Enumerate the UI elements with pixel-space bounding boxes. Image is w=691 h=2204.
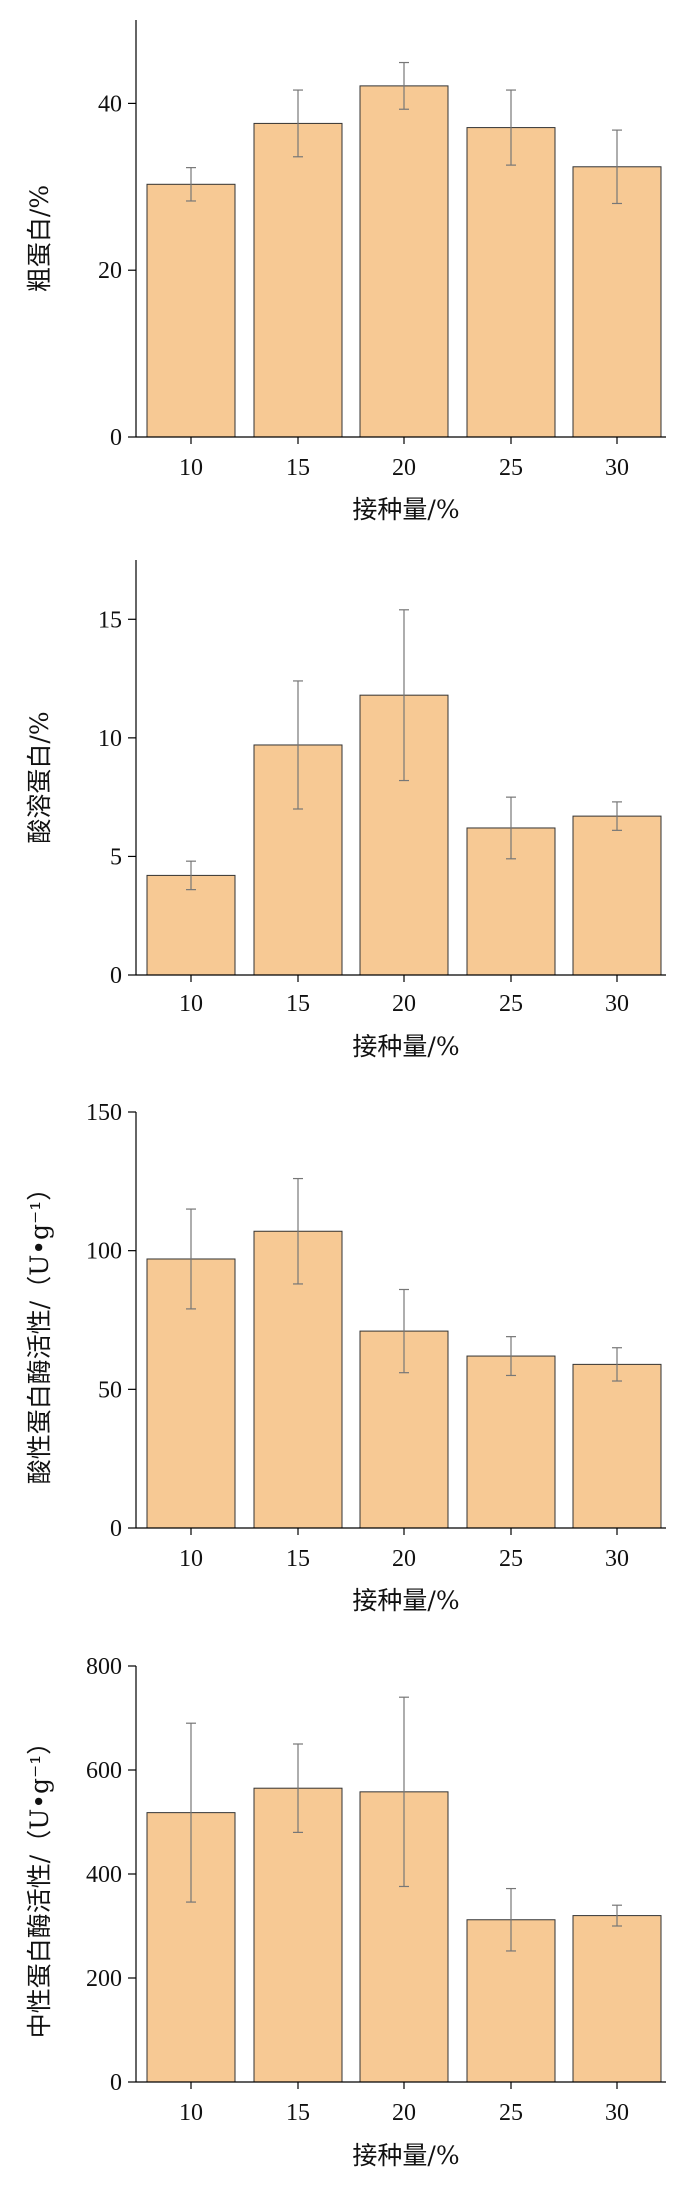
error-bar-20 — [399, 61, 409, 110]
x-tick-label: 15 — [286, 1546, 310, 1572]
y-tick-label: 15 — [98, 607, 122, 633]
error-bar-25 — [506, 1887, 516, 1952]
x-tick-label: 10 — [179, 2100, 203, 2126]
x-tick-label: 10 — [179, 1546, 203, 1572]
x-tick-label: 25 — [499, 455, 523, 481]
y-tick-label: 0 — [110, 963, 122, 989]
bar-15 — [253, 122, 343, 438]
bar-10 — [146, 874, 236, 976]
bar-30 — [572, 1363, 662, 1529]
bar-30 — [572, 166, 662, 438]
x-tick-label: 20 — [392, 455, 416, 481]
y-tick-label: 20 — [98, 258, 122, 284]
y-tick-label: 5 — [110, 844, 122, 870]
x-tick-label: 25 — [499, 991, 523, 1017]
y-tick-label: 0 — [110, 425, 122, 451]
x-axis-title: 接种量/% — [352, 495, 459, 524]
x-tick-label: 10 — [179, 991, 203, 1017]
y-axis-title: 中性蛋白酶活性/（U•g⁻¹） — [25, 1730, 54, 2038]
error-bar-15 — [293, 680, 303, 810]
error-bar-15 — [293, 89, 303, 158]
y-tick-label: 50 — [98, 1377, 122, 1403]
x-tick-label: 30 — [605, 991, 629, 1017]
x-tick-label: 30 — [605, 455, 629, 481]
x-tick-label: 10 — [179, 455, 203, 481]
error-bar-30 — [612, 129, 622, 205]
error-bar-25 — [506, 1336, 516, 1377]
error-bar-15 — [293, 1743, 303, 1834]
error-bar-20 — [399, 1696, 409, 1888]
y-tick-label: 800 — [86, 1654, 122, 1680]
error-bar-25 — [506, 796, 516, 860]
y-tick-label: 10 — [98, 726, 122, 752]
error-bar-10 — [186, 1722, 196, 1903]
error-bar-10 — [186, 1208, 196, 1310]
error-bar-25 — [506, 89, 516, 166]
y-tick-label: 0 — [110, 2070, 122, 2096]
x-tick-label: 25 — [499, 1546, 523, 1572]
y-tick-label: 40 — [98, 91, 122, 117]
x-tick-label: 20 — [392, 2100, 416, 2126]
error-bar-15 — [293, 1177, 303, 1285]
error-bar-10 — [186, 860, 196, 891]
error-bar-30 — [612, 1904, 622, 1927]
chart-panel-4: 0 200 400 600 800 10 15 20 25 30 接种量/% 中性蛋白酶活性/（U•g… — [25, 1654, 666, 2170]
bar-20 — [359, 85, 449, 438]
x-axis-title: 接种量/% — [352, 1586, 459, 1615]
x-axis-title: 接种量/% — [352, 1032, 459, 1061]
bar-30 — [572, 1915, 662, 2083]
chart-panel-3: 0 50 100 150 10 15 20 25 30 接种量/% 酸性蛋白酶活性/（U•g⁻¹） — [25, 1100, 666, 1615]
x-tick-label: 30 — [605, 1546, 629, 1572]
bar-30 — [572, 815, 662, 976]
error-bar-30 — [612, 1347, 622, 1382]
y-axis-title: 酸性蛋白酶活性/（U•g⁻¹） — [25, 1176, 54, 1484]
y-axis-title: 粗蛋白/% — [25, 185, 54, 292]
y-tick-label: 100 — [86, 1239, 122, 1265]
bar-15 — [253, 1787, 343, 2083]
x-tick-label: 25 — [499, 2100, 523, 2126]
y-tick-label: 400 — [86, 1862, 122, 1888]
x-tick-label: 30 — [605, 2100, 629, 2126]
error-bar-20 — [399, 609, 409, 782]
error-bar-20 — [399, 1288, 409, 1374]
y-axis-title: 酸溶蛋白/% — [25, 711, 54, 843]
bar-25 — [466, 127, 556, 438]
x-tick-label: 20 — [392, 1546, 416, 1572]
chart-panel-1: 0 20 40 10 15 20 25 30 接种量/% 粗蛋白/% — [25, 20, 666, 524]
y-tick-label: 200 — [86, 1966, 122, 1992]
y-tick-label: 0 — [110, 1516, 122, 1542]
x-tick-label: 20 — [392, 991, 416, 1017]
bar-10 — [146, 183, 236, 438]
x-tick-label: 15 — [286, 455, 310, 481]
chart-panel-2: 0 5 10 15 10 15 20 25 30 接种量/% 酸溶蛋白/% — [25, 560, 666, 1061]
x-tick-label: 15 — [286, 991, 310, 1017]
x-axis-title: 接种量/% — [352, 2141, 459, 2170]
bar-25 — [466, 1355, 556, 1529]
error-bar-30 — [612, 801, 622, 831]
y-tick-label: 150 — [86, 1100, 122, 1126]
y-tick-label: 600 — [86, 1758, 122, 1784]
x-tick-label: 15 — [286, 2100, 310, 2126]
error-bar-10 — [186, 167, 196, 202]
